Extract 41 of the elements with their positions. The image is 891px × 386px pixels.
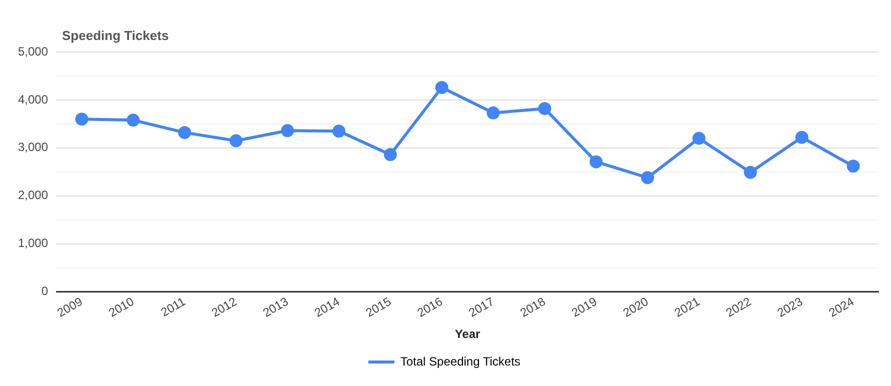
x-tick-label: 2020 — [620, 294, 651, 320]
point — [641, 171, 654, 184]
point — [744, 166, 757, 179]
y-tick-label: 0 — [41, 284, 48, 298]
legend-label: Total Speeding Tickets — [400, 354, 520, 368]
y-tick-label: 5,000 — [18, 44, 48, 58]
point — [230, 134, 243, 148]
x-tick-label: 2024 — [826, 294, 857, 320]
x-tick-label: 2017 — [466, 294, 497, 320]
point — [126, 114, 140, 127]
chart-title: Speeding Tickets — [62, 28, 169, 43]
point — [538, 102, 552, 116]
y-tick-label: 1,000 — [18, 236, 48, 250]
x-tick-label: 2018 — [518, 294, 548, 320]
x-tick-label: 2015 — [363, 294, 394, 320]
x-tick-label: 2019 — [569, 294, 600, 320]
x-tick-label: 2012 — [209, 294, 240, 320]
x-tick-label: 2009 — [54, 294, 86, 320]
point — [590, 155, 603, 168]
point — [435, 80, 448, 94]
x-tick-label: 2013 — [260, 294, 291, 320]
y-tick-label: 4,000 — [18, 92, 48, 106]
point — [692, 132, 706, 145]
x-tick-label: 2016 — [414, 294, 446, 320]
point — [75, 112, 88, 126]
point — [384, 148, 397, 162]
point — [486, 106, 500, 120]
x-tick-label: 2022 — [723, 294, 754, 320]
point — [795, 130, 808, 144]
point — [846, 160, 860, 173]
point — [178, 126, 192, 140]
y-tick-label: 3,000 — [18, 140, 48, 154]
x-tick-label: 2010 — [106, 294, 137, 320]
x-axis-title: Year — [454, 327, 481, 342]
x-tick-label: 2011 — [158, 294, 188, 320]
point — [280, 124, 294, 138]
x-tick-label: 2023 — [774, 294, 806, 320]
y-tick-label: 2,000 — [18, 188, 48, 202]
x-tick-label: 2021 — [672, 294, 702, 320]
point — [332, 124, 346, 138]
x-tick-label: 2014 — [312, 294, 342, 320]
